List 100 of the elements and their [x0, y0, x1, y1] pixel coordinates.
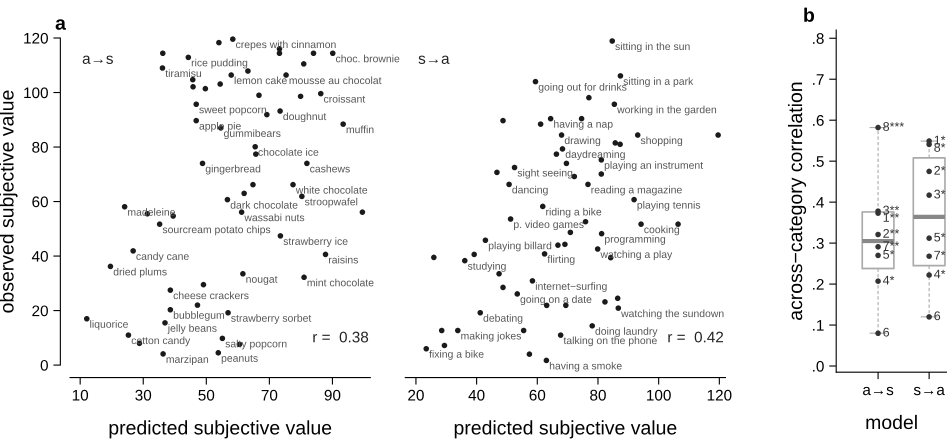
annotation: 6: [883, 328, 890, 337]
point: [160, 65, 166, 71]
y-tick-label: .1: [813, 320, 824, 331]
annotation: cooking: [644, 226, 680, 236]
point: [228, 72, 234, 78]
point: [278, 233, 284, 239]
annotation: riding a bike: [546, 208, 602, 218]
point: [614, 296, 620, 302]
point: [277, 108, 283, 114]
point: [190, 76, 196, 82]
annotation: white chocolate: [296, 186, 368, 194]
point: [598, 230, 604, 236]
annotation: talking on the phone: [564, 336, 657, 346]
point: [715, 132, 721, 138]
point: [186, 54, 192, 60]
y-tick-label: .5: [813, 156, 824, 167]
x-axis-title: predicted subjective value: [454, 420, 676, 438]
point: [506, 182, 512, 188]
point: [122, 204, 128, 210]
annotation: gingerbread: [206, 164, 260, 174]
point: [558, 332, 564, 338]
annotation: flirting: [548, 255, 574, 265]
annotation: doughnut: [283, 112, 326, 122]
point: [340, 121, 346, 127]
point: [168, 287, 174, 293]
annotation: crepes with cinnamon: [236, 40, 336, 50]
point: [538, 121, 544, 127]
point: [108, 264, 114, 270]
x-tick-label: 10: [72, 390, 88, 401]
point: [560, 146, 566, 152]
point: [634, 132, 640, 138]
point: [508, 216, 514, 222]
annotation: playing tennis: [638, 201, 700, 211]
point: [252, 144, 258, 150]
annotation: bubblegum: [174, 311, 224, 321]
x-tick-label: 90: [324, 390, 340, 401]
point: [250, 182, 256, 188]
y-tick-label: 0: [40, 360, 48, 371]
annotation: studying: [468, 262, 506, 272]
point: [256, 92, 262, 98]
x-tick-label: 30: [135, 390, 152, 401]
point: [442, 342, 448, 348]
point: [589, 323, 595, 329]
annotation: daydreaming: [566, 150, 625, 160]
annotation: r = 0.42: [668, 332, 724, 342]
annotation: sight seeing: [518, 168, 572, 179]
y-axis-title: across−category correlation: [788, 82, 806, 320]
point: [455, 328, 461, 334]
point: [224, 196, 230, 202]
annotation: 4*: [882, 276, 894, 284]
x-tick-label: 50: [198, 390, 214, 401]
annotation: making jokes: [461, 332, 521, 342]
point: [423, 346, 430, 352]
x-axis-title: model: [866, 414, 917, 430]
annotation: debating: [483, 314, 522, 324]
annotation: jelly beans: [168, 324, 217, 334]
annotation: marzipan: [166, 355, 208, 366]
annotation: 7**: [883, 241, 900, 250]
y-tick-label: .6: [813, 115, 824, 126]
point: [438, 328, 444, 334]
x-tick-label: 20: [408, 390, 424, 401]
y-tick-label: .7: [813, 74, 824, 85]
point: [276, 50, 282, 56]
point: [245, 68, 251, 74]
point: [482, 237, 488, 244]
annotation: 8***: [883, 122, 904, 131]
point: [220, 336, 226, 342]
annotation: 5*: [934, 232, 946, 242]
annotation: 3*: [934, 190, 946, 199]
point: [555, 242, 561, 248]
annotation: 2**: [883, 229, 900, 238]
point: [540, 204, 546, 210]
point: [586, 94, 592, 100]
point: [322, 252, 328, 258]
annotation: r = 0.38: [313, 332, 368, 342]
point: [530, 278, 536, 284]
y-tick-label: 20: [32, 305, 48, 316]
annotation: cashews: [310, 164, 350, 172]
annotation: going on a date: [520, 295, 592, 306]
y-tick-label: 120: [24, 32, 48, 44]
annotation: cheese crackers: [174, 292, 249, 300]
y-tick-label: .8: [813, 33, 824, 44]
point: [216, 40, 222, 46]
point: [526, 351, 532, 357]
annotation: sweet popcorn: [199, 106, 266, 116]
annotation: watching the sundown: [621, 310, 724, 320]
annotation: having a nap: [554, 120, 613, 130]
point: [310, 50, 316, 56]
x-axis-title: predicted subjective value: [110, 420, 332, 438]
annotation: working in the garden: [617, 106, 716, 116]
point: [542, 251, 548, 257]
annotation: having a smoke: [550, 362, 622, 372]
annotation: liquorice: [90, 320, 128, 330]
annotation: raisins: [328, 256, 358, 264]
annotation: a→s: [82, 56, 113, 64]
point: [562, 242, 568, 248]
y-tick-label: .2: [813, 278, 824, 290]
annotation: 3**: [883, 206, 900, 215]
annotation: 6: [934, 311, 940, 320]
point: [160, 351, 166, 357]
